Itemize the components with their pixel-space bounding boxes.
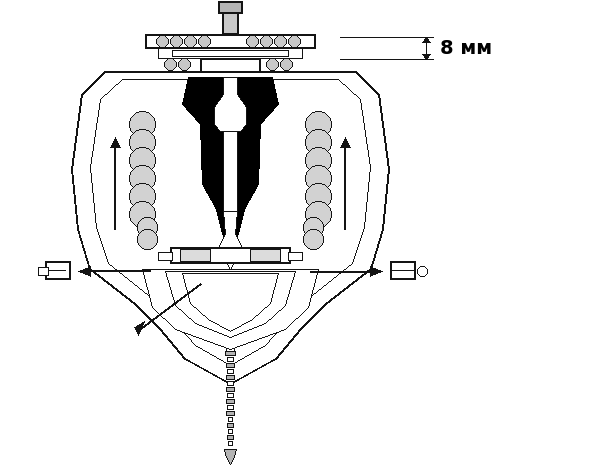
Text: 8 мм: 8 мм (440, 40, 492, 59)
